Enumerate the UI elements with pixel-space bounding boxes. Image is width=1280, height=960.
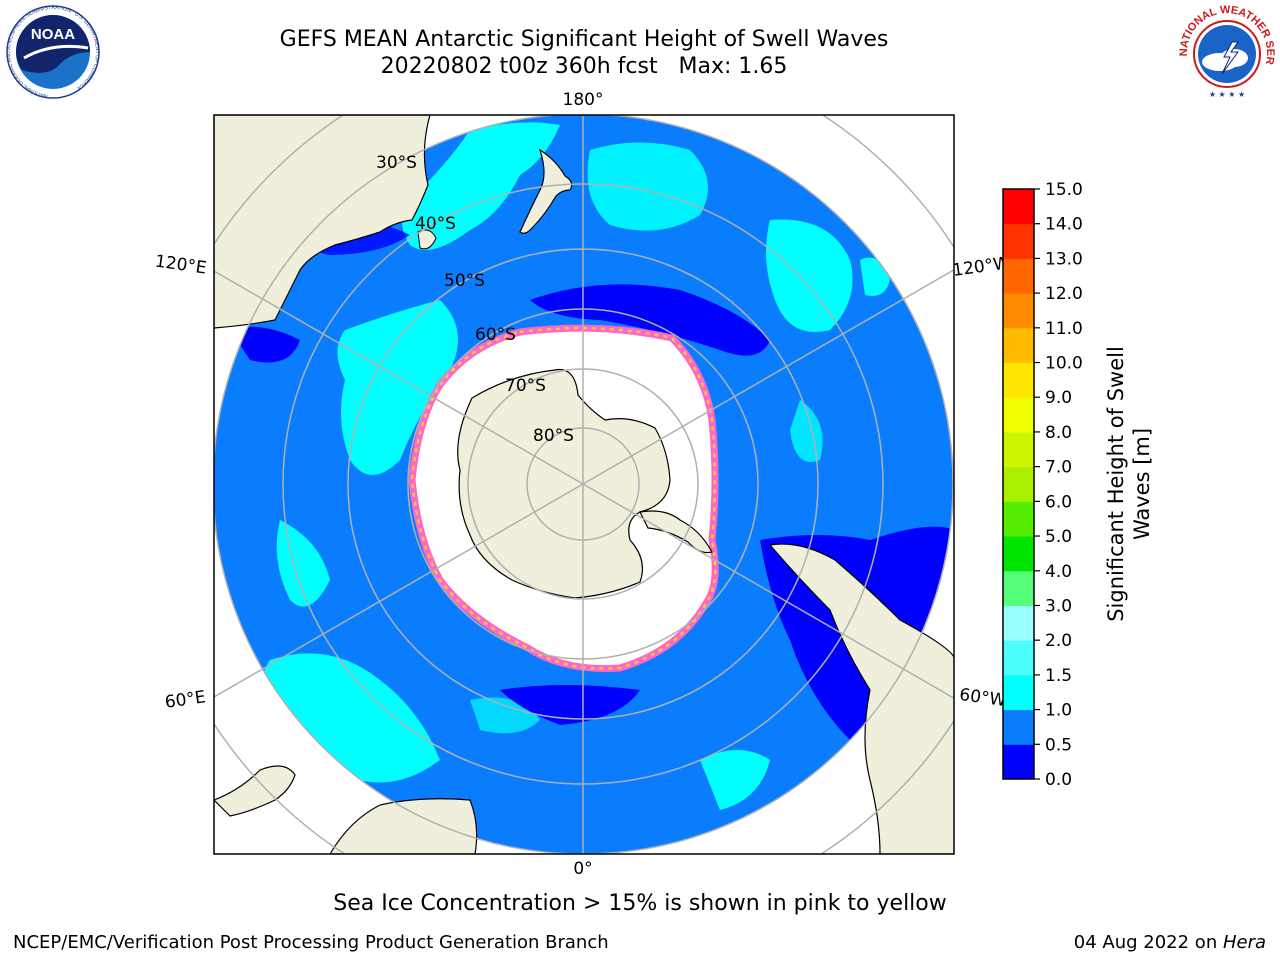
- antarctica-landmass: [457, 368, 671, 599]
- map-frame: [213, 114, 955, 855]
- noaa-logo-text: NOAA: [31, 26, 75, 43]
- colorbar-tick-label: 6.0: [1045, 492, 1072, 512]
- longitude-lines: [214, 115, 954, 854]
- colorbar-segment: [1003, 293, 1034, 329]
- lon-label-180: 180°: [563, 90, 604, 110]
- colorbar-tick-label: 0.0: [1045, 770, 1072, 790]
- lat-label-40s: 40°S: [415, 214, 456, 234]
- sea-ice-margin: [410, 326, 717, 670]
- colorbar-segment: [1003, 744, 1034, 780]
- map-title: GEFS MEAN Antarctic Significant Height o…: [279, 27, 889, 52]
- colorbar-tick-label: 10.0: [1045, 354, 1083, 374]
- colorbar-segment: [1003, 640, 1034, 676]
- nws-logo: NATIONAL WEATHER SERVICE ★ ★ ★ ★: [1176, 2, 1276, 100]
- colorbar-segment: [1003, 466, 1034, 502]
- colorbar-segment: [1003, 397, 1034, 433]
- antarctic-peninsula: [639, 510, 713, 554]
- colorbar-segment: [1003, 431, 1034, 468]
- colorbar-frame: [1002, 188, 1035, 780]
- colorbar-segment: [1003, 258, 1034, 294]
- colorbar-segment: [1003, 570, 1034, 606]
- colorbar-segment: [1003, 674, 1034, 711]
- colorbar-tick-label: 15.0: [1045, 180, 1083, 200]
- africa-landmass: [329, 798, 478, 854]
- colorbar-tick-label: 2.0: [1045, 631, 1072, 651]
- lat-label-60s: 60°S: [475, 325, 516, 345]
- colorbar-segment: [1003, 327, 1034, 364]
- lat-label-50s: 50°S: [444, 271, 485, 291]
- colorbar-tick-label: 9.0: [1045, 388, 1072, 408]
- colorbar-tick-label: 7.0: [1045, 458, 1072, 478]
- svg-text:★ ★ ★ ★: ★ ★ ★ ★: [1209, 90, 1245, 99]
- colorbar-segment: [1003, 189, 1034, 225]
- lat-label-70s: 70°S: [505, 376, 546, 396]
- colorbar-tick-label: 4.0: [1045, 562, 1072, 582]
- colorbar-segment: [1003, 362, 1034, 398]
- colorbar-tick-label: 3.0: [1045, 596, 1072, 616]
- colorbar-segment: [1003, 709, 1034, 745]
- colorbar-tick-label: 0.5: [1045, 735, 1072, 755]
- lat-label-30s: 30°S: [376, 153, 417, 173]
- lat-label-80s: 80°S: [533, 426, 574, 446]
- madagascar: [214, 765, 296, 817]
- colorbar-segment: [1003, 605, 1034, 641]
- south-america-landmass: [768, 543, 954, 854]
- noaa-logo: NOAA NATIONAL OCEANIC AND ATMOSPHERIC AD…: [6, 5, 100, 99]
- colorbar-tick-label: 11.0: [1045, 319, 1083, 339]
- colorbar-tick-label: 8.0: [1045, 423, 1072, 443]
- colorbar-tick-label: 13.0: [1045, 249, 1083, 269]
- footer-machine: Hera: [1222, 932, 1266, 953]
- footer-date-text: 04 Aug 2022 on: [1073, 932, 1223, 953]
- new-zealand: [519, 148, 573, 234]
- colorbar-segments: [1003, 189, 1034, 780]
- colorbar-label-line2: Waves [m]: [1130, 428, 1154, 540]
- lon-label-0: 0°: [573, 859, 592, 879]
- colorbar-tick-label: 1.0: [1045, 701, 1072, 721]
- footer-branch: NCEP/EMC/Verification Post Processing Pr…: [13, 932, 609, 953]
- colorbar-segment: [1003, 223, 1034, 259]
- colorbar-segment: [1003, 501, 1034, 537]
- map-subtitle: 20220802 t00z 360h fcst Max: 1.65: [380, 54, 788, 79]
- colorbar-tick-label: 5.0: [1045, 527, 1072, 547]
- sea-ice-note: Sea Ice Concentration > 15% is shown in …: [333, 891, 947, 916]
- colorbar-label-line1: Significant Height of Swell: [1104, 346, 1128, 622]
- colorbar-tick-label: 12.0: [1045, 284, 1083, 304]
- footer-date: 04 Aug 2022 on Hera: [1074, 932, 1266, 953]
- colorbar-tick-label: 14.0: [1045, 215, 1083, 235]
- colorbar-segment: [1003, 536, 1034, 572]
- colorbar-ticks: 0.0 0.5 1.0 1.5 2.0 3.0 4.0 5.0 6.0 7.0 8.0 9.0 10.0…: [1034, 180, 1083, 790]
- colorbar-tick-label: 1.5: [1045, 666, 1072, 686]
